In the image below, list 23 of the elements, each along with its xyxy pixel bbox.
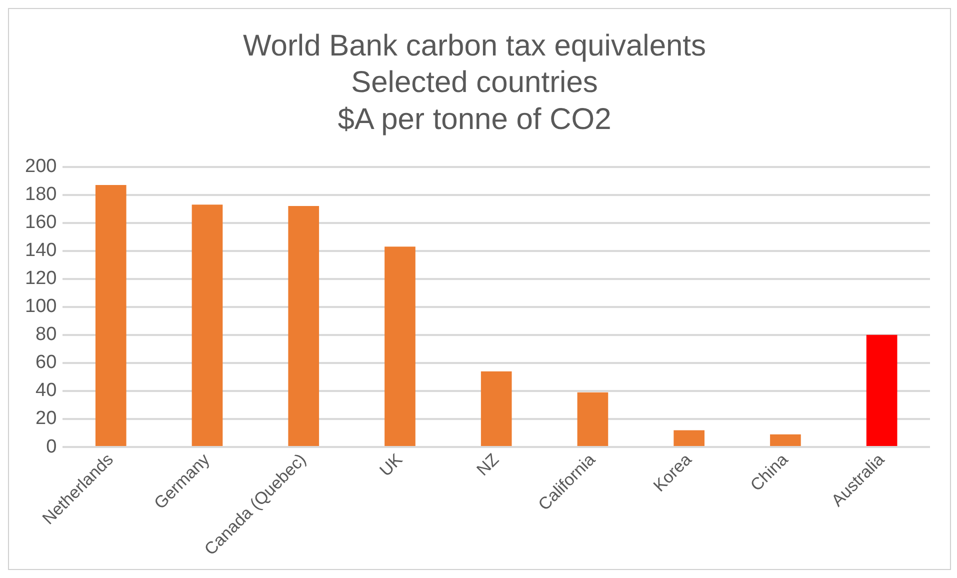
x-tick-label: UK xyxy=(376,449,407,480)
bar xyxy=(770,434,801,446)
y-tick-label: 20 xyxy=(36,408,57,430)
y-tick-label: 200 xyxy=(25,156,57,178)
y-tick-label: 80 xyxy=(36,324,57,346)
bar xyxy=(95,185,126,446)
chart-title: World Bank carbon tax equivalents Selected countries $A per tonne of CO2 xyxy=(242,30,706,136)
y-tick-label: 180 xyxy=(25,184,57,206)
bar xyxy=(192,204,223,446)
bar xyxy=(288,206,320,446)
bar xyxy=(577,392,608,446)
y-tick-label: 40 xyxy=(36,380,57,402)
y-tick-label: 160 xyxy=(25,212,57,234)
bar xyxy=(480,371,512,446)
y-tick-label: 120 xyxy=(25,268,57,290)
y-tick-label: 0 xyxy=(46,436,57,458)
bar xyxy=(384,246,416,446)
bar xyxy=(674,430,704,446)
y-tick-label: 100 xyxy=(25,296,57,318)
bar xyxy=(866,334,898,446)
x-tick-label: NZ xyxy=(473,450,502,480)
y-tick-label: 140 xyxy=(25,240,57,262)
y-tick-label: 60 xyxy=(36,352,57,374)
